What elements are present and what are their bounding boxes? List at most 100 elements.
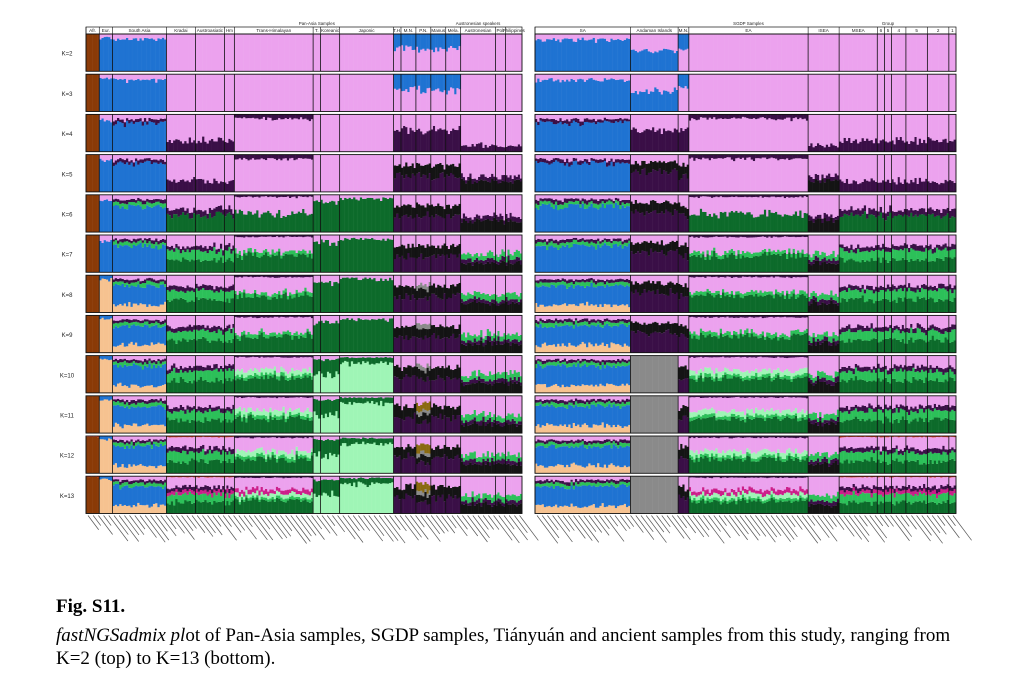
admixture-bar-segment <box>465 315 468 338</box>
admixture-bar-segment <box>245 154 248 160</box>
admixture-bar-segment <box>398 154 402 165</box>
admixture-bar-segment <box>215 275 218 287</box>
admixture-bar-segment <box>469 293 472 299</box>
admixture-bar-segment <box>517 144 521 152</box>
admixture-bar-segment <box>190 339 194 353</box>
admixture-bar-segment <box>403 275 406 287</box>
admixture-bar-segment <box>280 334 283 338</box>
admixture-bar-segment <box>108 400 111 434</box>
admixture-bar-segment <box>108 241 111 273</box>
admixture-bar-segment <box>202 260 205 273</box>
admixture-bar-segment <box>128 161 131 165</box>
admixture-bar-segment <box>155 124 158 152</box>
admixture-bar-segment <box>359 355 363 358</box>
admixture-bar-segment <box>152 122 156 152</box>
admixture-bar-segment <box>108 37 111 72</box>
admixture-bar-segment <box>428 217 432 233</box>
admixture-bar-segment <box>195 329 198 341</box>
admixture-bar-segment <box>193 235 196 247</box>
admixture-bar-segment <box>224 341 227 353</box>
admixture-bar-segment <box>519 154 523 179</box>
admixture-bar-segment <box>393 34 397 52</box>
admixture-bar-segment <box>439 91 442 112</box>
admixture-bar-segment <box>447 327 451 339</box>
admixture-bar-segment <box>384 154 388 192</box>
admixture-bar-segment <box>297 196 301 212</box>
admixture-bar-segment <box>132 123 136 152</box>
admixture-bar-segment <box>341 319 345 353</box>
admixture-bar-segment <box>501 74 504 112</box>
admixture-bar-segment <box>128 302 131 313</box>
admixture-bar-segment <box>141 280 145 284</box>
admixture-bar-segment <box>168 326 172 331</box>
admixture-bar-segment <box>357 362 361 393</box>
admixture-bar-segment <box>413 86 417 112</box>
admixture-bar-segment <box>337 374 340 393</box>
admixture-bar-segment <box>382 357 385 363</box>
admixture-bar-segment <box>519 315 523 335</box>
admixture-bar-segment <box>426 376 429 393</box>
admixture-bar-segment <box>403 74 406 91</box>
admixture-bar-segment <box>511 342 514 353</box>
admixture-bar-segment <box>424 368 427 374</box>
admixture-bar-segment <box>297 277 301 293</box>
admixture-bar-segment <box>310 338 314 353</box>
admixture-bar-segment <box>245 293 248 298</box>
admixture-bar-segment <box>262 277 266 293</box>
admixture-bar-segment <box>236 154 239 160</box>
admixture-bar-segment <box>482 315 485 339</box>
admixture-bar-segment <box>275 316 279 335</box>
admixture-bar-segment <box>110 278 113 313</box>
admixture-bar-segment <box>236 357 239 370</box>
admixture-bar-segment <box>119 358 122 363</box>
admixture-bar-segment <box>424 154 427 165</box>
admixture-bar-segment <box>411 163 415 174</box>
admixture-bar-segment <box>435 355 438 368</box>
admixture-bar-segment <box>513 175 517 181</box>
admixture-bar-segment <box>353 357 356 364</box>
admixture-bar-segment <box>368 197 372 233</box>
admixture-bar-segment <box>486 154 490 178</box>
admixture-bar-segment <box>204 355 207 368</box>
admixture-bar-segment <box>469 379 472 385</box>
admixture-bar-segment <box>179 114 183 142</box>
admixture-bar-segment <box>150 121 154 152</box>
admixture-bar-segment <box>519 264 523 273</box>
admixture-bar-segment <box>278 154 281 159</box>
admixture-bar-segment <box>308 235 312 237</box>
admixture-bar-segment <box>475 275 479 292</box>
admixture-bar-segment <box>473 262 477 273</box>
admixture-bar-segment <box>119 285 122 304</box>
admixture-bar-segment <box>226 288 229 292</box>
admixture-bar-segment <box>313 241 316 273</box>
admixture-bar-segment <box>157 204 160 233</box>
admixture-bar-segment <box>226 154 229 184</box>
admixture-bar-segment <box>159 74 163 80</box>
admixture-bar-segment <box>256 296 259 313</box>
admixture-bar-segment <box>143 315 147 320</box>
admixture-bar-segment <box>475 261 479 273</box>
admixture-bar-segment <box>269 117 272 152</box>
admixture-bar-segment <box>217 315 221 326</box>
admixture-bar-segment <box>128 327 131 344</box>
admixture-bar-segment <box>306 275 309 278</box>
admixture-bar-segment <box>488 176 492 183</box>
admixture-bar-segment <box>517 216 521 223</box>
admixture-bar-segment <box>280 194 283 197</box>
admixture-bar-segment <box>236 114 239 118</box>
admixture-bar-segment <box>403 366 406 378</box>
admixture-bar-segment <box>458 324 461 335</box>
admixture-bar-segment <box>405 214 408 233</box>
admixture-bar-segment <box>157 275 160 281</box>
admixture-bar-segment <box>359 197 363 233</box>
admixture-bar-segment <box>240 356 244 369</box>
admixture-bar-segment <box>357 315 361 319</box>
admixture-bar-segment <box>428 34 432 50</box>
admixture-bar-segment <box>256 74 259 112</box>
admixture-bar-segment <box>499 259 502 263</box>
admixture-bar-segment <box>403 125 406 152</box>
admixture-bar-segment <box>152 279 156 283</box>
admixture-bar-segment <box>243 114 246 118</box>
admixture-bar-segment <box>197 355 201 366</box>
admixture-bar-segment <box>480 330 483 338</box>
